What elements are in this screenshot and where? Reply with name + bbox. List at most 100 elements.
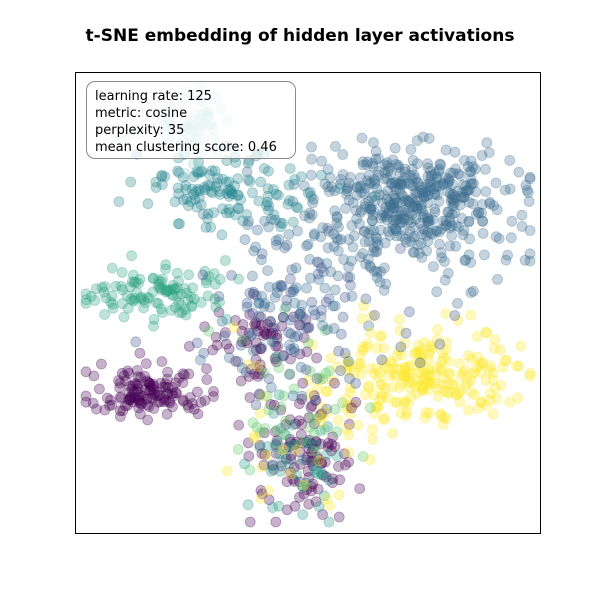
scatter-point — [302, 322, 314, 334]
annotation-metric: metric: cosine — [95, 106, 188, 121]
scatter-point — [433, 226, 445, 238]
scatter-point — [360, 201, 372, 212]
scatter-point — [370, 246, 381, 258]
scatter-point — [493, 233, 505, 245]
scatter-point — [356, 204, 367, 216]
scatter-point — [147, 286, 159, 298]
scatter-point — [199, 395, 211, 407]
scatter-point — [494, 344, 506, 356]
scatter-point — [280, 448, 292, 460]
scatter-point — [446, 230, 458, 242]
scatter-point — [458, 155, 470, 166]
scatter-point — [369, 175, 381, 187]
scatter-point — [310, 463, 322, 475]
scatter-point — [363, 320, 375, 332]
scatter-point — [424, 340, 436, 352]
scatter-point — [329, 403, 341, 415]
scatter-point — [436, 378, 447, 390]
scatter-point — [251, 224, 263, 236]
scatter-point — [361, 175, 373, 187]
scatter-point — [513, 360, 525, 372]
scatter-point — [291, 444, 303, 456]
scatter-point — [115, 411, 126, 423]
scatter-point — [259, 423, 271, 434]
scatter-point — [338, 448, 350, 460]
scatter-point — [378, 412, 390, 424]
scatter-point — [402, 196, 414, 208]
scatter-point — [422, 226, 434, 238]
scatter-point — [307, 339, 319, 350]
scatter-point — [354, 483, 366, 495]
scatter-point — [399, 166, 411, 178]
scatter-point — [427, 228, 439, 240]
scatter-point — [156, 356, 168, 368]
scatter-point — [305, 169, 317, 181]
scatter-point — [491, 204, 503, 216]
scatter-point — [381, 172, 393, 184]
scatter-point — [232, 443, 244, 455]
scatter-point — [135, 398, 147, 410]
scatter-point — [360, 258, 372, 270]
scatter-point — [223, 203, 235, 215]
scatter-point — [378, 284, 390, 296]
scatter-point — [233, 273, 245, 285]
scatter-point — [299, 210, 311, 222]
scatter-point — [282, 198, 294, 210]
scatter-point — [398, 395, 410, 407]
scatter-point — [445, 167, 457, 179]
scatter-point — [286, 264, 298, 276]
scatter-point — [189, 193, 201, 205]
scatter-point — [356, 132, 368, 144]
scatter-point — [462, 184, 474, 196]
scatter-point — [419, 374, 431, 386]
scatter-point — [161, 388, 172, 400]
scatter-point — [295, 306, 307, 318]
scatter-point — [177, 377, 189, 389]
scatter-point — [153, 389, 165, 401]
scatter-point — [463, 215, 475, 227]
scatter-point — [470, 208, 482, 220]
scatter-point — [313, 455, 325, 467]
scatter-point — [368, 174, 380, 186]
scatter-point — [390, 210, 402, 221]
scatter-point — [402, 371, 414, 383]
scatter-point — [306, 455, 318, 467]
scatter-point — [283, 459, 295, 470]
scatter-point — [431, 181, 443, 193]
scatter-point — [465, 173, 477, 185]
scatter-point — [144, 379, 156, 391]
scatter-point — [386, 381, 398, 393]
scatter-point — [447, 178, 458, 190]
scatter-point — [419, 412, 431, 424]
scatter-point — [384, 198, 396, 210]
scatter-point — [133, 394, 145, 406]
scatter-point — [281, 476, 293, 488]
scatter-point — [122, 365, 134, 377]
scatter-point — [301, 437, 313, 448]
scatter-point — [309, 309, 321, 321]
scatter-point — [226, 188, 238, 200]
scatter-point — [211, 339, 223, 351]
scatter-point — [233, 203, 245, 215]
scatter-point — [80, 294, 92, 306]
scatter-point — [401, 194, 413, 206]
scatter-point — [221, 313, 233, 325]
scatter-point — [179, 303, 191, 315]
scatter-point — [155, 377, 167, 389]
scatter-point — [191, 201, 203, 213]
scatter-point — [180, 179, 192, 191]
scatter-point — [223, 176, 235, 188]
scatter-point — [155, 282, 167, 294]
scatter-point — [341, 423, 353, 435]
scatter-point — [422, 363, 434, 375]
scatter-point — [403, 361, 414, 373]
scatter-point — [126, 276, 138, 288]
scatter-point — [134, 408, 146, 420]
scatter-point — [412, 356, 424, 368]
scatter-point — [257, 390, 269, 402]
scatter-point — [338, 254, 350, 265]
scatter-point — [364, 402, 376, 414]
scatter-point — [156, 273, 168, 285]
scatter-point — [430, 225, 442, 237]
scatter-point — [127, 380, 139, 392]
